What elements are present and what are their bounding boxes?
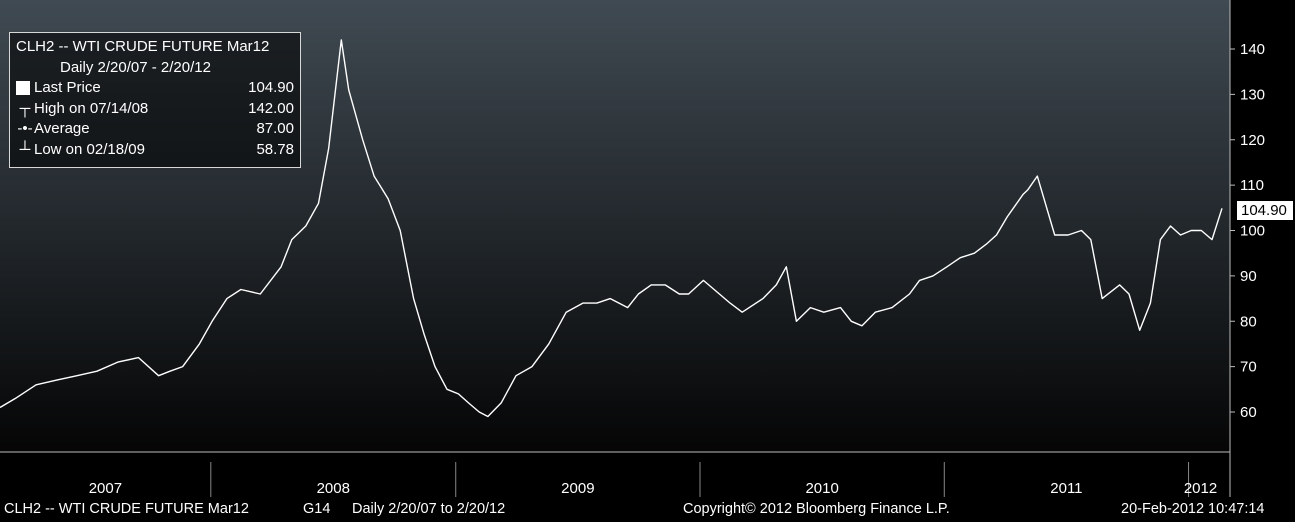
y-tick-label: 120	[1240, 132, 1265, 149]
x-tick-label: 2009	[561, 480, 594, 497]
legend-row-low: ┴ Low on 02/18/09 58.78	[16, 140, 294, 161]
footer-copyright: Copyright© 2012 Bloomberg Finance L.P.	[683, 501, 950, 517]
y-tick-label: 70	[1240, 359, 1257, 376]
series-line-last-price	[0, 39, 1223, 418]
footer-timestamp: 20-Feb-2012 10:47:14	[1121, 501, 1265, 517]
legend-value: 58.78	[256, 140, 294, 158]
legend-label: Average	[34, 120, 90, 137]
x-tick-label: 2008	[317, 480, 350, 497]
legend-value: 142.00	[248, 99, 294, 117]
low-marker-icon: ┴	[19, 140, 31, 158]
legend-value: 104.90	[248, 79, 294, 96]
legend-box: CLH2 -- WTI CRUDE FUTURE Mar12 Daily 2/2…	[9, 32, 301, 168]
legend-row-high: ┬ High on 07/14/08 142.00	[16, 99, 294, 120]
legend-subtitle: Daily 2/20/07 - 2/20/12	[60, 58, 211, 76]
legend-label: Low on 02/18/09	[34, 140, 145, 158]
legend-value: 87.00	[256, 120, 294, 137]
legend-row-average: -•- Average 87.00	[16, 119, 294, 140]
y-tick-label: 90	[1240, 268, 1257, 285]
x-tick-label: 2012	[1184, 480, 1217, 497]
y-tick-label: 130	[1240, 86, 1265, 103]
square-icon	[16, 81, 30, 96]
x-tick-label: 2007	[89, 480, 122, 497]
legend-row-last-price: Last Price 104.90	[16, 78, 294, 99]
y-tick-label: 110	[1240, 177, 1264, 194]
average-marker-icon: -•-	[17, 120, 33, 137]
y-tick-label: 140	[1240, 41, 1265, 58]
high-marker-icon: ┬	[19, 99, 31, 117]
x-tick-label: 2010	[805, 480, 838, 497]
footer-range: Daily 2/20/07 to 2/20/12	[352, 501, 506, 517]
last-price-tag: 104.90	[1237, 201, 1293, 220]
footer-code: G14	[303, 501, 331, 517]
legend-label: High on 07/14/08	[34, 99, 149, 117]
x-tick-label: 2011	[1050, 480, 1082, 497]
legend-label: Last Price	[34, 79, 101, 96]
legend-title: CLH2 -- WTI CRUDE FUTURE Mar12	[16, 38, 270, 55]
footer-bar: CLH2 -- WTI CRUDE FUTURE Mar12 G14 Daily…	[0, 497, 1295, 522]
y-tick-label: 60	[1240, 404, 1257, 421]
x-axis: 2007 2008 2009 2010 2011 2012	[89, 462, 1217, 497]
y-tick-label: 80	[1240, 313, 1257, 330]
footer-security: CLH2 -- WTI CRUDE FUTURE Mar12	[4, 501, 249, 517]
y-axis: 60 70 80 90 100 110 120 130 140	[1230, 41, 1265, 421]
y-tick-label: 100	[1240, 223, 1265, 240]
